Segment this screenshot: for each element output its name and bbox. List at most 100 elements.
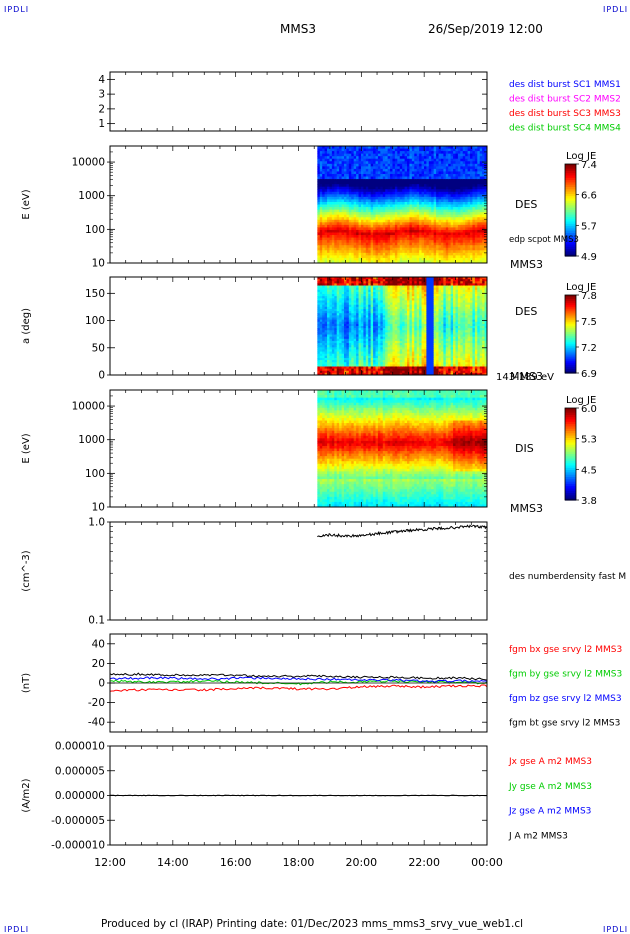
spectrogram-cell — [344, 237, 347, 241]
spectrogram-cell — [457, 255, 461, 259]
spectrogram-cell — [484, 222, 488, 226]
spectrogram-cell — [365, 161, 369, 165]
spectrogram-cell — [484, 252, 488, 256]
spectrogram-cell — [358, 207, 362, 211]
spectrogram-cell — [375, 304, 379, 308]
spectrogram-cell — [358, 328, 362, 331]
spectrogram-cell — [453, 179, 456, 183]
spectrogram-cell — [433, 171, 437, 175]
spectrogram-cell — [363, 204, 367, 208]
spectrogram-cell — [445, 252, 449, 256]
spectrogram-cell — [462, 201, 466, 205]
spectrogram-cell — [416, 158, 420, 162]
spectrogram-cell — [443, 194, 447, 198]
spectrogram-cell — [358, 285, 362, 289]
spectrogram-cell — [387, 201, 391, 205]
spectrogram-cell — [317, 201, 321, 205]
spectrogram-cell — [426, 255, 430, 259]
spectrogram-cell — [474, 168, 478, 172]
spectrogram-cell — [385, 158, 389, 162]
spectrogram-cell — [423, 235, 427, 239]
spectrogram-cell — [336, 158, 340, 162]
spectrogram-cell — [341, 186, 345, 190]
spectrogram-cell — [336, 224, 340, 228]
spectrogram-cell — [346, 302, 350, 306]
spectrogram-cell — [370, 252, 374, 256]
spectrogram-cell — [457, 212, 461, 216]
spectrogram-cell — [339, 296, 343, 299]
spectrogram-cell — [373, 161, 377, 165]
spectrogram-cell — [423, 242, 427, 246]
spectrogram-cell — [421, 222, 425, 226]
spectrogram-cell — [341, 163, 345, 167]
spectrogram-cell — [353, 181, 357, 185]
spectrogram-cell — [392, 219, 396, 223]
spectrogram-cell — [453, 235, 456, 239]
spectrogram-cell — [392, 321, 396, 325]
spectrogram-cell — [336, 184, 340, 188]
spectrogram-cell — [375, 294, 379, 297]
spectrogram-cell — [327, 319, 330, 323]
spectrogram-cell — [440, 189, 444, 193]
spectrogram-cell — [351, 357, 355, 361]
spectrogram-cell — [411, 224, 415, 228]
spectrogram-cell — [479, 201, 483, 205]
spectrogram-cell — [363, 242, 367, 246]
spectrogram-cell — [356, 242, 360, 246]
spectrogram-cell — [416, 209, 420, 213]
spectrogram-cell — [329, 321, 333, 325]
spectrogram-cell — [327, 163, 330, 167]
spectrogram-cell — [377, 151, 381, 155]
spectrogram-cell — [324, 242, 328, 246]
spectrogram-cell — [375, 321, 379, 325]
spectrogram-cell — [402, 245, 406, 249]
spectrogram-cell — [455, 229, 459, 233]
spectrogram-cell — [414, 217, 418, 221]
spectrogram-cell — [390, 189, 393, 193]
spectrogram-cell — [450, 255, 454, 259]
spectrogram-cell — [322, 289, 326, 293]
spectrogram-cell — [433, 201, 437, 205]
spectrogram-cell — [356, 317, 360, 321]
spectrogram-cell — [474, 235, 478, 239]
spectrogram-cell — [394, 173, 398, 178]
spectrogram-cell — [346, 323, 350, 327]
spectrogram-cell — [344, 306, 347, 310]
spectrogram-cell — [368, 176, 372, 180]
spectrogram-cell — [428, 242, 432, 246]
spectrogram-cell — [474, 176, 478, 180]
spectrogram-cell — [455, 204, 459, 208]
spectrogram-cell — [484, 250, 488, 254]
spectrogram-cell — [436, 184, 440, 188]
spectrogram-cell — [319, 212, 323, 216]
spectrogram-cell — [317, 347, 321, 350]
spectrogram-cell — [322, 191, 326, 195]
spectrogram-cell — [365, 235, 369, 239]
spectrogram-cell — [377, 338, 381, 342]
spectrogram-cell — [465, 186, 469, 190]
spectrogram-cell — [409, 158, 413, 162]
spectrogram-cell — [377, 298, 381, 301]
spectrogram-cell — [319, 214, 323, 218]
spectrogram-cell — [387, 319, 391, 323]
spectrogram-cell — [465, 214, 469, 218]
spectrogram-cell — [431, 171, 435, 175]
spectrogram-cell — [375, 349, 379, 353]
spectrogram-cell — [373, 219, 377, 223]
spectrogram-cell — [341, 156, 345, 160]
spectrogram-cell — [426, 201, 430, 205]
spectrogram-cell — [382, 184, 386, 188]
spectrogram-cell — [421, 181, 425, 185]
spectrogram-cell — [402, 214, 406, 218]
spectrogram-cell — [472, 166, 476, 170]
spectrogram-cell — [457, 166, 461, 170]
spectrogram-cell — [358, 151, 362, 155]
spectrogram-cell — [370, 199, 374, 203]
spectrogram-cell — [356, 321, 360, 325]
spectrogram-cell — [368, 148, 372, 152]
spectrogram-cell — [339, 250, 343, 254]
spectrogram-cell — [363, 355, 367, 359]
spectrogram-cell — [368, 196, 372, 200]
spectrogram-cell — [426, 171, 430, 175]
spectrogram-cell — [344, 173, 347, 178]
